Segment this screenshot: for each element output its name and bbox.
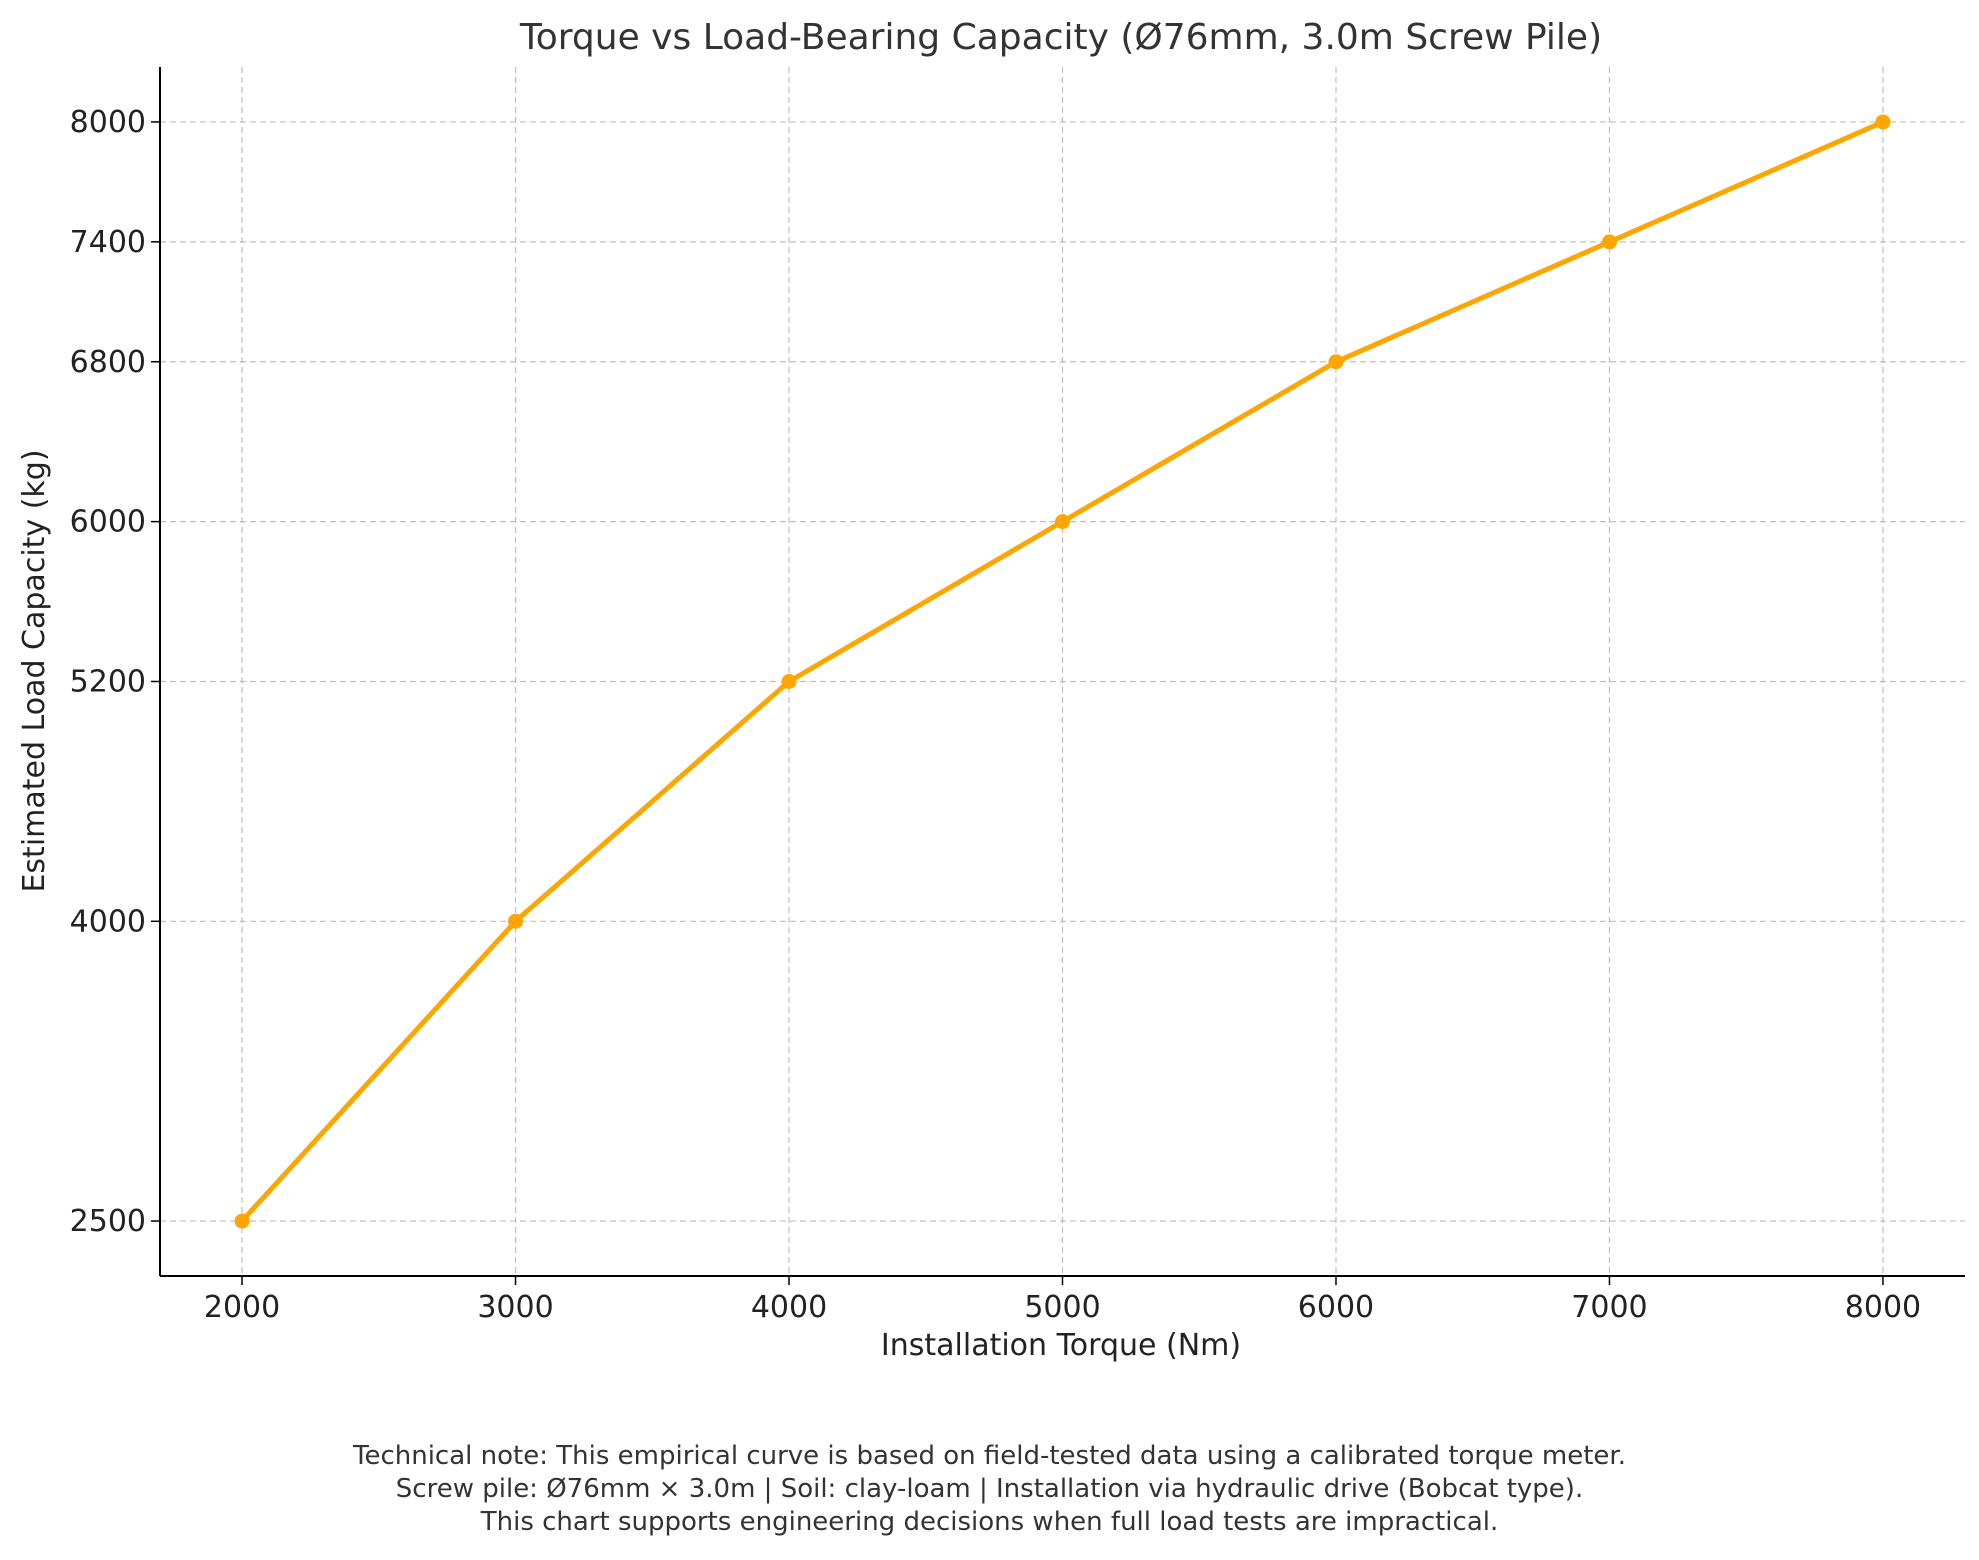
y-tick-label: 6800: [70, 345, 146, 380]
technical-note: Technical note: This empirical curve is …: [0, 1440, 1979, 1539]
y-tick-label: 4000: [70, 904, 146, 939]
x-tick-label: 6000: [1298, 1290, 1374, 1325]
data-point: [1328, 354, 1344, 370]
x-ticks: 2000 3000 4000 5000 6000 7000 8000: [204, 1276, 1921, 1325]
y-ticks: 2500 4000 5200 6000 6800 7400 8000: [70, 105, 160, 1239]
grid-lines: [160, 67, 1965, 1276]
x-tick-label: 3000: [477, 1290, 553, 1325]
note-line-3: This chart supports engineering decision…: [480, 1507, 1499, 1537]
series-layer: [234, 114, 1891, 1229]
data-point: [1875, 114, 1891, 130]
x-tick-label: 5000: [1024, 1290, 1100, 1325]
y-tick-label: 2500: [70, 1204, 146, 1239]
data-point: [1055, 514, 1070, 530]
data-point: [781, 673, 797, 689]
x-tick-label: 8000: [1845, 1290, 1921, 1325]
x-tick-label: 7000: [1571, 1290, 1647, 1325]
y-tick-label: 8000: [70, 105, 146, 140]
x-tick-label: 2000: [204, 1290, 280, 1325]
x-tick-label: 4000: [751, 1290, 827, 1325]
y-axis-label: Estimated Load Capacity (kg): [17, 449, 52, 892]
data-point: [1601, 234, 1617, 250]
note-line-1: Technical note: This empirical curve is …: [353, 1441, 1626, 1471]
x-axis-label: Installation Torque (Nm): [881, 1328, 1241, 1363]
chart-title: Torque vs Load-Bearing Capacity (Ø76mm, …: [519, 17, 1602, 58]
y-tick-label: 6000: [70, 505, 146, 540]
y-tick-label: 5200: [70, 664, 146, 699]
note-line-2: Screw pile: Ø76mm × 3.0m | Soil: clay-lo…: [395, 1474, 1584, 1504]
line-chart: 2000 3000 4000 5000 6000 7000 8000 2500 4000 520…: [17, 17, 1965, 1363]
data-point: [508, 913, 524, 929]
y-tick-label: 7400: [70, 225, 146, 260]
data-point: [234, 1213, 250, 1229]
